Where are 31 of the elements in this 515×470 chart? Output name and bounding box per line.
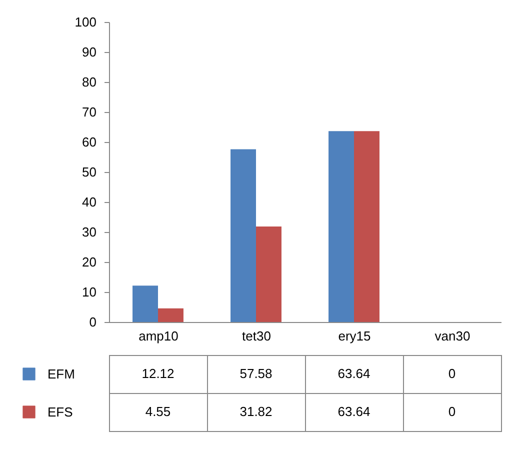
bar — [158, 308, 184, 322]
data-label: 63.64 — [338, 404, 370, 419]
bar — [132, 286, 158, 322]
data-label: 0 — [448, 366, 456, 381]
x-tick-label: tet30 — [242, 328, 271, 344]
data-label: 57.58 — [240, 366, 272, 381]
y-tick-label: 80 — [82, 74, 96, 90]
x-tick-label: van30 — [434, 328, 470, 344]
data-label: 12.12 — [142, 366, 174, 381]
x-tick-label: ery15 — [338, 328, 371, 344]
bar — [230, 149, 256, 322]
data-label: 31.82 — [240, 404, 272, 419]
y-tick-label: 10 — [82, 284, 96, 300]
y-tick-label: 70 — [82, 104, 96, 120]
y-tick-label: 30 — [82, 224, 96, 240]
legend-label: EFS — [48, 404, 74, 420]
legend-label: EFM — [48, 366, 75, 382]
data-label: 63.64 — [338, 366, 370, 381]
y-tick-label: 100 — [74, 14, 96, 30]
y-tick-label: 40 — [82, 194, 96, 210]
bar — [328, 131, 354, 322]
bar — [354, 131, 380, 322]
y-tick-label: 60 — [82, 134, 96, 150]
data-label: 4.55 — [145, 404, 171, 419]
y-tick-label: 0 — [89, 314, 96, 330]
data-label: 0 — [448, 404, 456, 419]
y-tick-label: 50 — [82, 164, 96, 180]
y-tick-label: 90 — [82, 44, 96, 60]
y-tick-label: 20 — [82, 254, 96, 270]
bar — [256, 226, 282, 322]
x-tick-label: amp10 — [138, 328, 178, 344]
